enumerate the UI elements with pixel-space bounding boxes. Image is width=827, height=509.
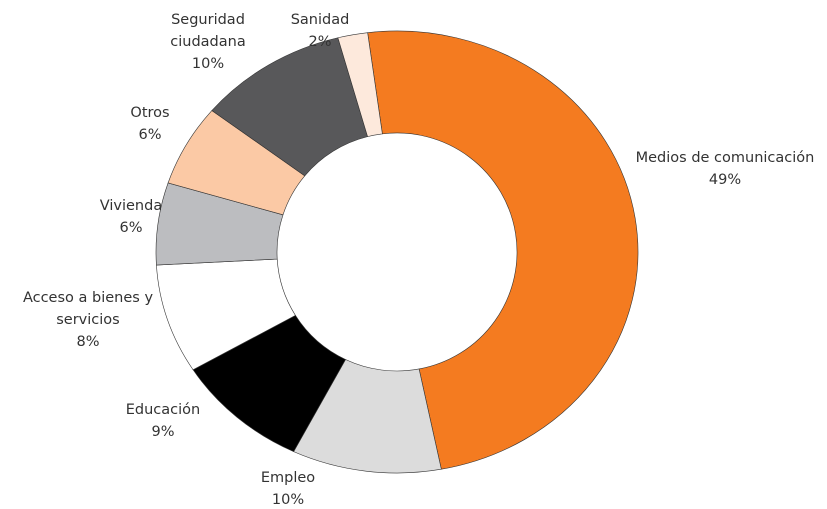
segment-label: Sanidad 2% bbox=[280, 9, 360, 53]
category-name: Sanidad bbox=[290, 12, 350, 28]
segment-label: Educación 9% bbox=[108, 399, 218, 443]
category-name: Vivienda bbox=[99, 198, 163, 214]
segment-label: Seguridad ciudadana 10% bbox=[158, 9, 258, 75]
value-label: 2% bbox=[308, 34, 332, 50]
value-label: 10% bbox=[191, 56, 225, 72]
donut-segment bbox=[337, 32, 383, 137]
category-name: Seguridad ciudadana bbox=[170, 12, 246, 50]
value-label: 6% bbox=[138, 127, 162, 143]
value-label: 9% bbox=[151, 424, 175, 440]
donut-segment bbox=[367, 30, 639, 470]
value-label: 6% bbox=[119, 220, 143, 236]
segment-label: Medios de comunicación 49% bbox=[615, 147, 827, 191]
segment-label: Vivienda 6% bbox=[81, 195, 181, 239]
value-label: 8% bbox=[76, 334, 100, 350]
segment-label: Otros 6% bbox=[110, 102, 190, 146]
category-name: Educación bbox=[125, 402, 201, 418]
segment-label: Empleo 10% bbox=[238, 467, 338, 509]
category-name: Otros bbox=[130, 105, 170, 121]
value-label: 10% bbox=[271, 492, 305, 508]
category-name: Empleo bbox=[260, 470, 316, 486]
value-label: 49% bbox=[708, 172, 742, 188]
segment-label: Acceso a bienes y servicios 8% bbox=[8, 287, 168, 353]
category-name: Acceso a bienes y servicios bbox=[22, 290, 154, 328]
category-name: Medios de comunicación bbox=[635, 150, 815, 166]
